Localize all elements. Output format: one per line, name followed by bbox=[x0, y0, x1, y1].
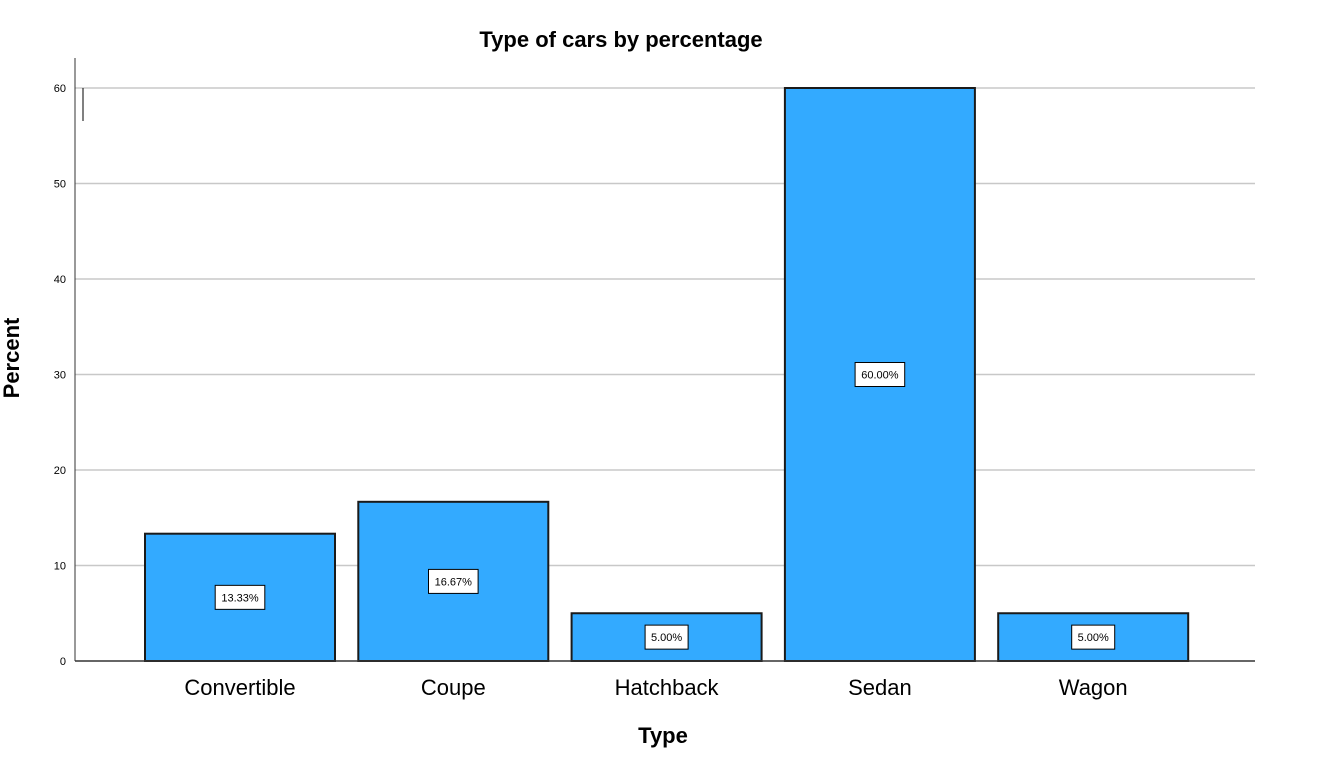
data-label-sedan: 60.00% bbox=[861, 370, 899, 382]
chart-title: Type of cars by percentage bbox=[479, 27, 762, 52]
data-labels: 13.33% 16.67% 5.00% 60.00% 5.00% bbox=[214, 362, 1116, 650]
bars bbox=[144, 87, 1190, 663]
y-tick-label: 10 bbox=[54, 561, 66, 573]
data-label-box bbox=[214, 584, 266, 610]
data-label-box bbox=[644, 624, 689, 650]
x-category-labels: Convertible Coupe Hatchback Sedan Wagon bbox=[184, 675, 1127, 700]
data-label-hatchback: 5.00% bbox=[651, 632, 682, 644]
data-label-box bbox=[854, 362, 906, 387]
y-tick-label: 60 bbox=[54, 83, 66, 95]
y-tick-label: 20 bbox=[54, 465, 66, 477]
y-tick-label: 0 bbox=[60, 656, 66, 668]
category-label-convertible: Convertible bbox=[184, 675, 295, 700]
data-label-box bbox=[428, 568, 479, 594]
data-label-box bbox=[1071, 624, 1116, 650]
data-label-convertible: 13.33% bbox=[221, 592, 259, 604]
y-axis-title: Percent bbox=[0, 317, 24, 398]
gridlines bbox=[75, 87, 1255, 567]
x-axis-title: Type bbox=[638, 723, 688, 748]
category-label-hatchback: Hatchback bbox=[615, 675, 720, 700]
data-label-wagon: 5.00% bbox=[1078, 632, 1109, 644]
data-label-coupe: 16.67% bbox=[435, 576, 473, 588]
category-label-sedan: Sedan bbox=[848, 675, 912, 700]
y-tick-label: 30 bbox=[54, 370, 66, 382]
y-tick-label: 50 bbox=[54, 179, 66, 191]
y-tick-label: 40 bbox=[54, 274, 66, 286]
y-tick-labels: 0 10 20 30 40 50 60 bbox=[54, 83, 66, 668]
category-label-coupe: Coupe bbox=[421, 675, 486, 700]
category-label-wagon: Wagon bbox=[1059, 675, 1128, 700]
